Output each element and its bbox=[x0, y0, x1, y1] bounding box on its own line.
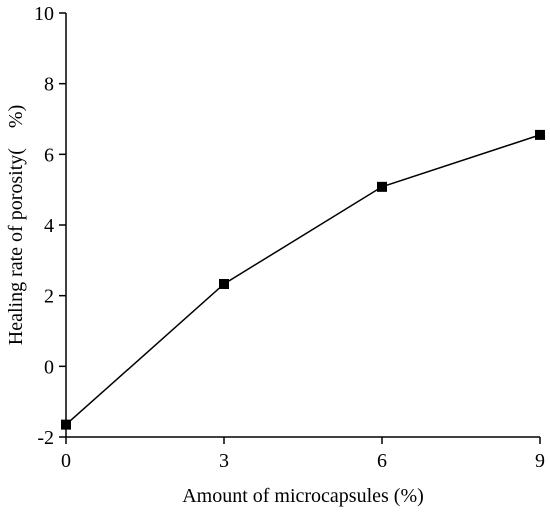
data-point-marker bbox=[535, 129, 545, 140]
axes bbox=[65, 13, 540, 438]
data-point-marker bbox=[61, 419, 71, 430]
data-point-marker bbox=[377, 181, 387, 192]
series bbox=[61, 129, 545, 430]
y-tick-label: -2 bbox=[37, 427, 54, 449]
y-axis-title: Healing rate of porosity( %) bbox=[5, 105, 27, 345]
y-tick-label: 2 bbox=[44, 286, 54, 308]
x-tick-label: 0 bbox=[61, 450, 71, 472]
y-tick-label: 0 bbox=[44, 356, 54, 378]
series-line bbox=[65, 134, 541, 426]
y-tick-label: 8 bbox=[44, 74, 54, 96]
x-tick-label: 6 bbox=[377, 450, 387, 472]
y-tick-label: 6 bbox=[44, 144, 54, 166]
x-axis-title: Amount of microcapsules (%) bbox=[182, 485, 424, 507]
y-tick-label: 10 bbox=[34, 3, 54, 25]
y-tick-label: 4 bbox=[44, 215, 54, 237]
data-point-marker bbox=[219, 279, 229, 290]
x-tick-label: 3 bbox=[219, 450, 229, 472]
x-tick-label: 9 bbox=[535, 450, 545, 472]
x-ticks: 0 3 6 9 bbox=[61, 437, 545, 472]
y-ticks: -2 0 2 4 6 8 10 bbox=[34, 3, 66, 449]
